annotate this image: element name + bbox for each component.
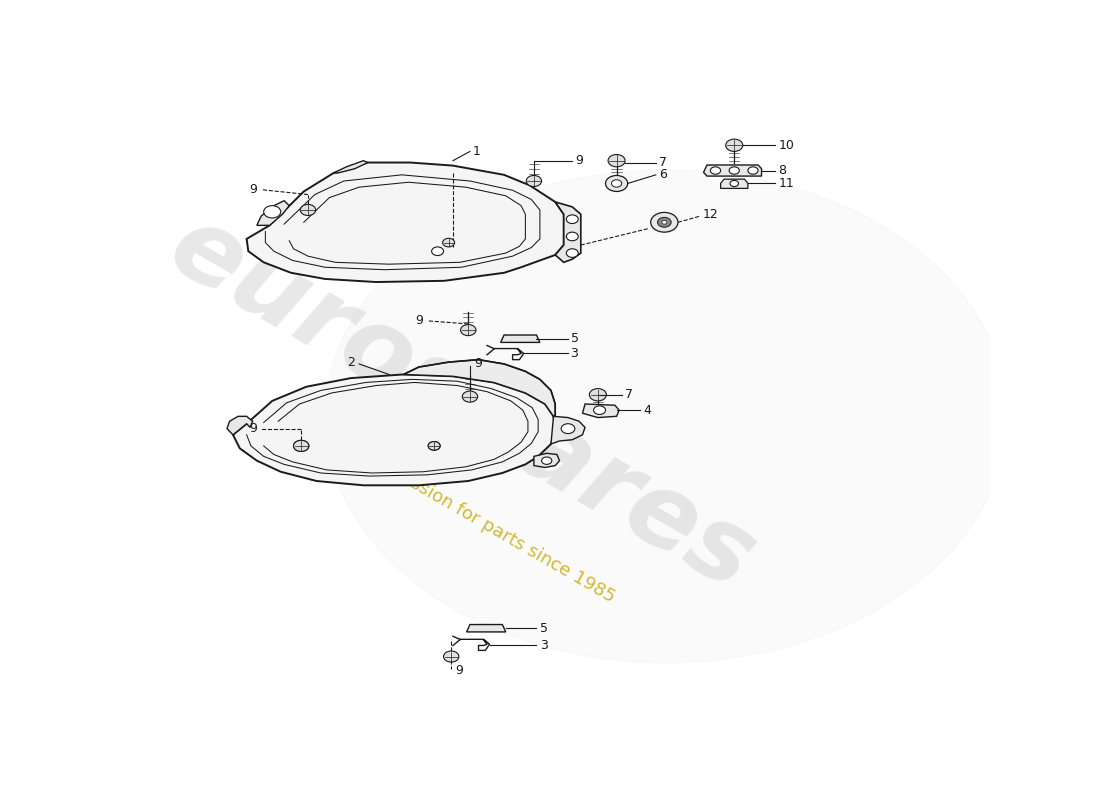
Circle shape: [566, 215, 579, 223]
Text: 10: 10: [779, 138, 794, 152]
Text: 8: 8: [779, 164, 786, 177]
Text: 9: 9: [455, 664, 463, 677]
Text: 3: 3: [571, 347, 579, 360]
Circle shape: [526, 175, 541, 186]
Circle shape: [730, 180, 738, 186]
Text: 7: 7: [625, 388, 634, 402]
Circle shape: [608, 154, 625, 167]
Circle shape: [566, 249, 579, 258]
Circle shape: [726, 139, 742, 151]
Polygon shape: [326, 170, 1008, 662]
Circle shape: [264, 206, 280, 218]
Text: 6: 6: [659, 168, 667, 182]
Polygon shape: [704, 165, 761, 176]
Text: a passion for parts since 1985: a passion for parts since 1985: [373, 454, 618, 606]
Circle shape: [605, 175, 628, 191]
Circle shape: [729, 167, 739, 174]
Circle shape: [748, 167, 758, 174]
Polygon shape: [556, 202, 581, 262]
Polygon shape: [233, 374, 556, 486]
Polygon shape: [466, 625, 506, 632]
Polygon shape: [227, 416, 253, 435]
Polygon shape: [500, 335, 540, 342]
Polygon shape: [534, 454, 560, 467]
Circle shape: [662, 221, 667, 224]
Circle shape: [300, 205, 316, 215]
Circle shape: [612, 180, 621, 187]
Text: 9: 9: [474, 358, 482, 370]
Text: 4: 4: [644, 404, 651, 417]
Text: 5: 5: [571, 332, 579, 346]
Text: 12: 12: [703, 208, 718, 221]
Circle shape: [711, 167, 720, 174]
Circle shape: [566, 232, 579, 241]
Circle shape: [294, 440, 309, 451]
Text: eurospares: eurospares: [151, 196, 772, 612]
Text: 9: 9: [249, 183, 257, 196]
Circle shape: [431, 247, 443, 255]
Polygon shape: [333, 161, 367, 173]
Polygon shape: [551, 416, 585, 444]
Polygon shape: [246, 162, 563, 282]
Text: 9: 9: [249, 422, 257, 435]
Circle shape: [541, 457, 552, 464]
Circle shape: [428, 442, 440, 450]
Circle shape: [462, 391, 477, 402]
Text: 7: 7: [659, 156, 668, 169]
Text: 5: 5: [540, 622, 548, 634]
Circle shape: [461, 325, 476, 336]
Polygon shape: [583, 404, 619, 418]
Text: 3: 3: [540, 639, 548, 652]
Polygon shape: [257, 201, 289, 226]
Circle shape: [651, 213, 678, 232]
Text: 2: 2: [346, 356, 355, 369]
Circle shape: [294, 440, 309, 451]
Circle shape: [443, 651, 459, 662]
Text: 9: 9: [415, 314, 424, 327]
Polygon shape: [720, 179, 748, 188]
Circle shape: [561, 424, 575, 434]
Circle shape: [594, 406, 605, 414]
Circle shape: [428, 442, 440, 450]
Polygon shape: [404, 360, 556, 416]
Circle shape: [658, 218, 671, 227]
Text: 1: 1: [473, 145, 481, 158]
Text: 9: 9: [575, 154, 583, 167]
Text: 11: 11: [779, 177, 794, 190]
Circle shape: [590, 389, 606, 401]
Circle shape: [442, 238, 454, 247]
